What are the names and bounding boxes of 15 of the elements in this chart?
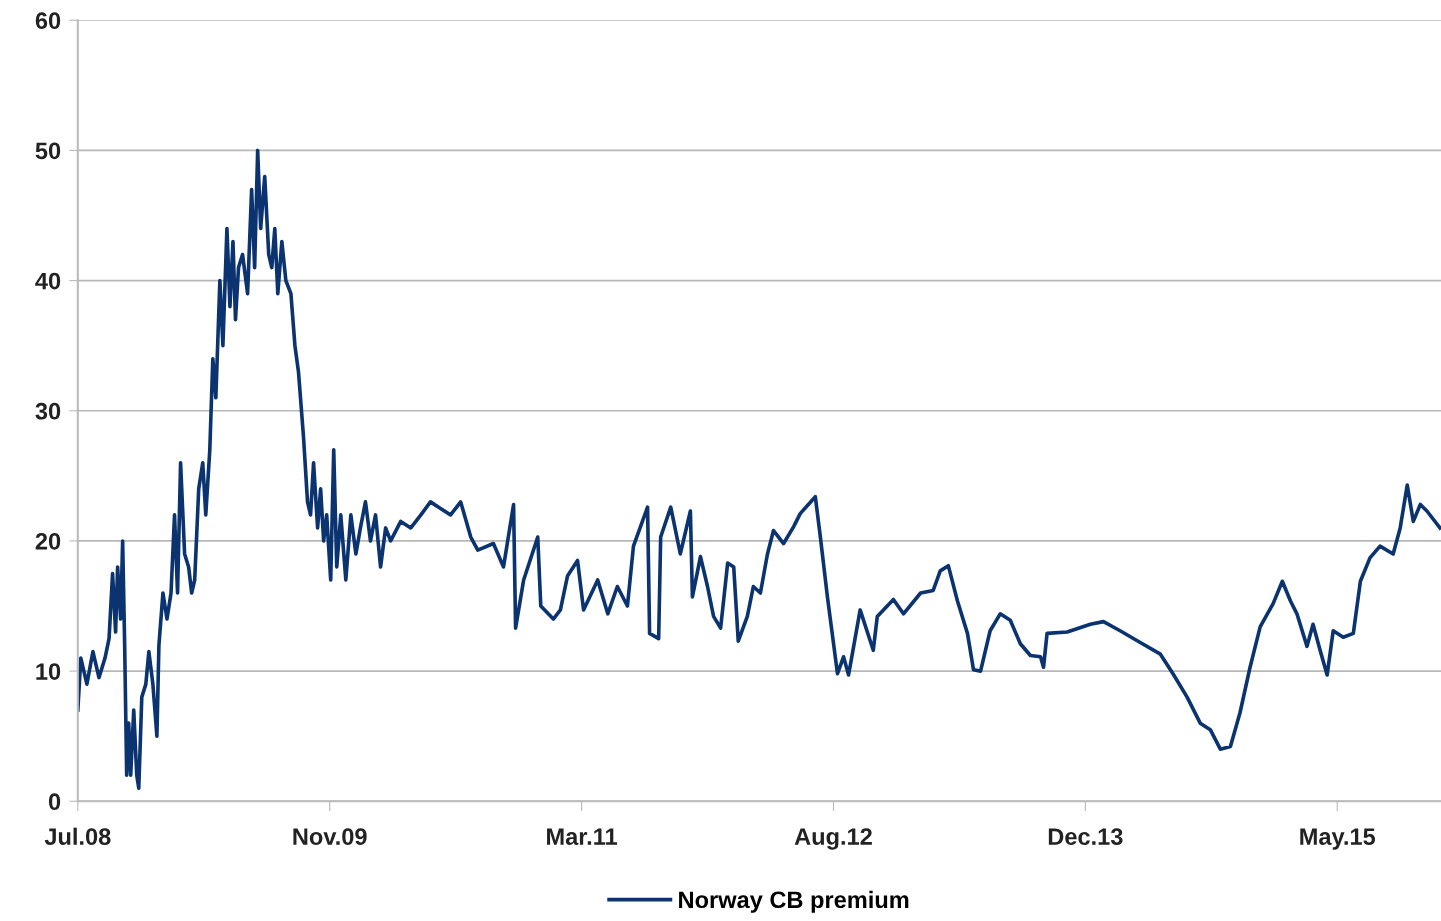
- y-tick-label: 10: [36, 663, 61, 680]
- y-tick-label: 20: [35, 533, 61, 550]
- x-tick-label: Aug.12: [794, 828, 872, 850]
- x-tick-label: Mar.11: [547, 828, 618, 845]
- x-tick-label: Jul.08: [44, 827, 111, 845]
- x-tick-label: Dec.13: [1048, 828, 1123, 846]
- x-tick-label: May.15: [1300, 828, 1376, 850]
- y-tick-label: 60: [35, 12, 61, 30]
- y-tick-label: 0: [48, 793, 61, 811]
- y-tick-label: 50: [35, 142, 61, 160]
- y-tick-label: 30: [35, 402, 61, 420]
- x-tick-label: Nov.09: [293, 828, 367, 845]
- line-series: [77, 148, 1441, 791]
- y-tick-label: 40: [35, 272, 61, 290]
- legend-label: Norway CB premium: [679, 890, 909, 913]
